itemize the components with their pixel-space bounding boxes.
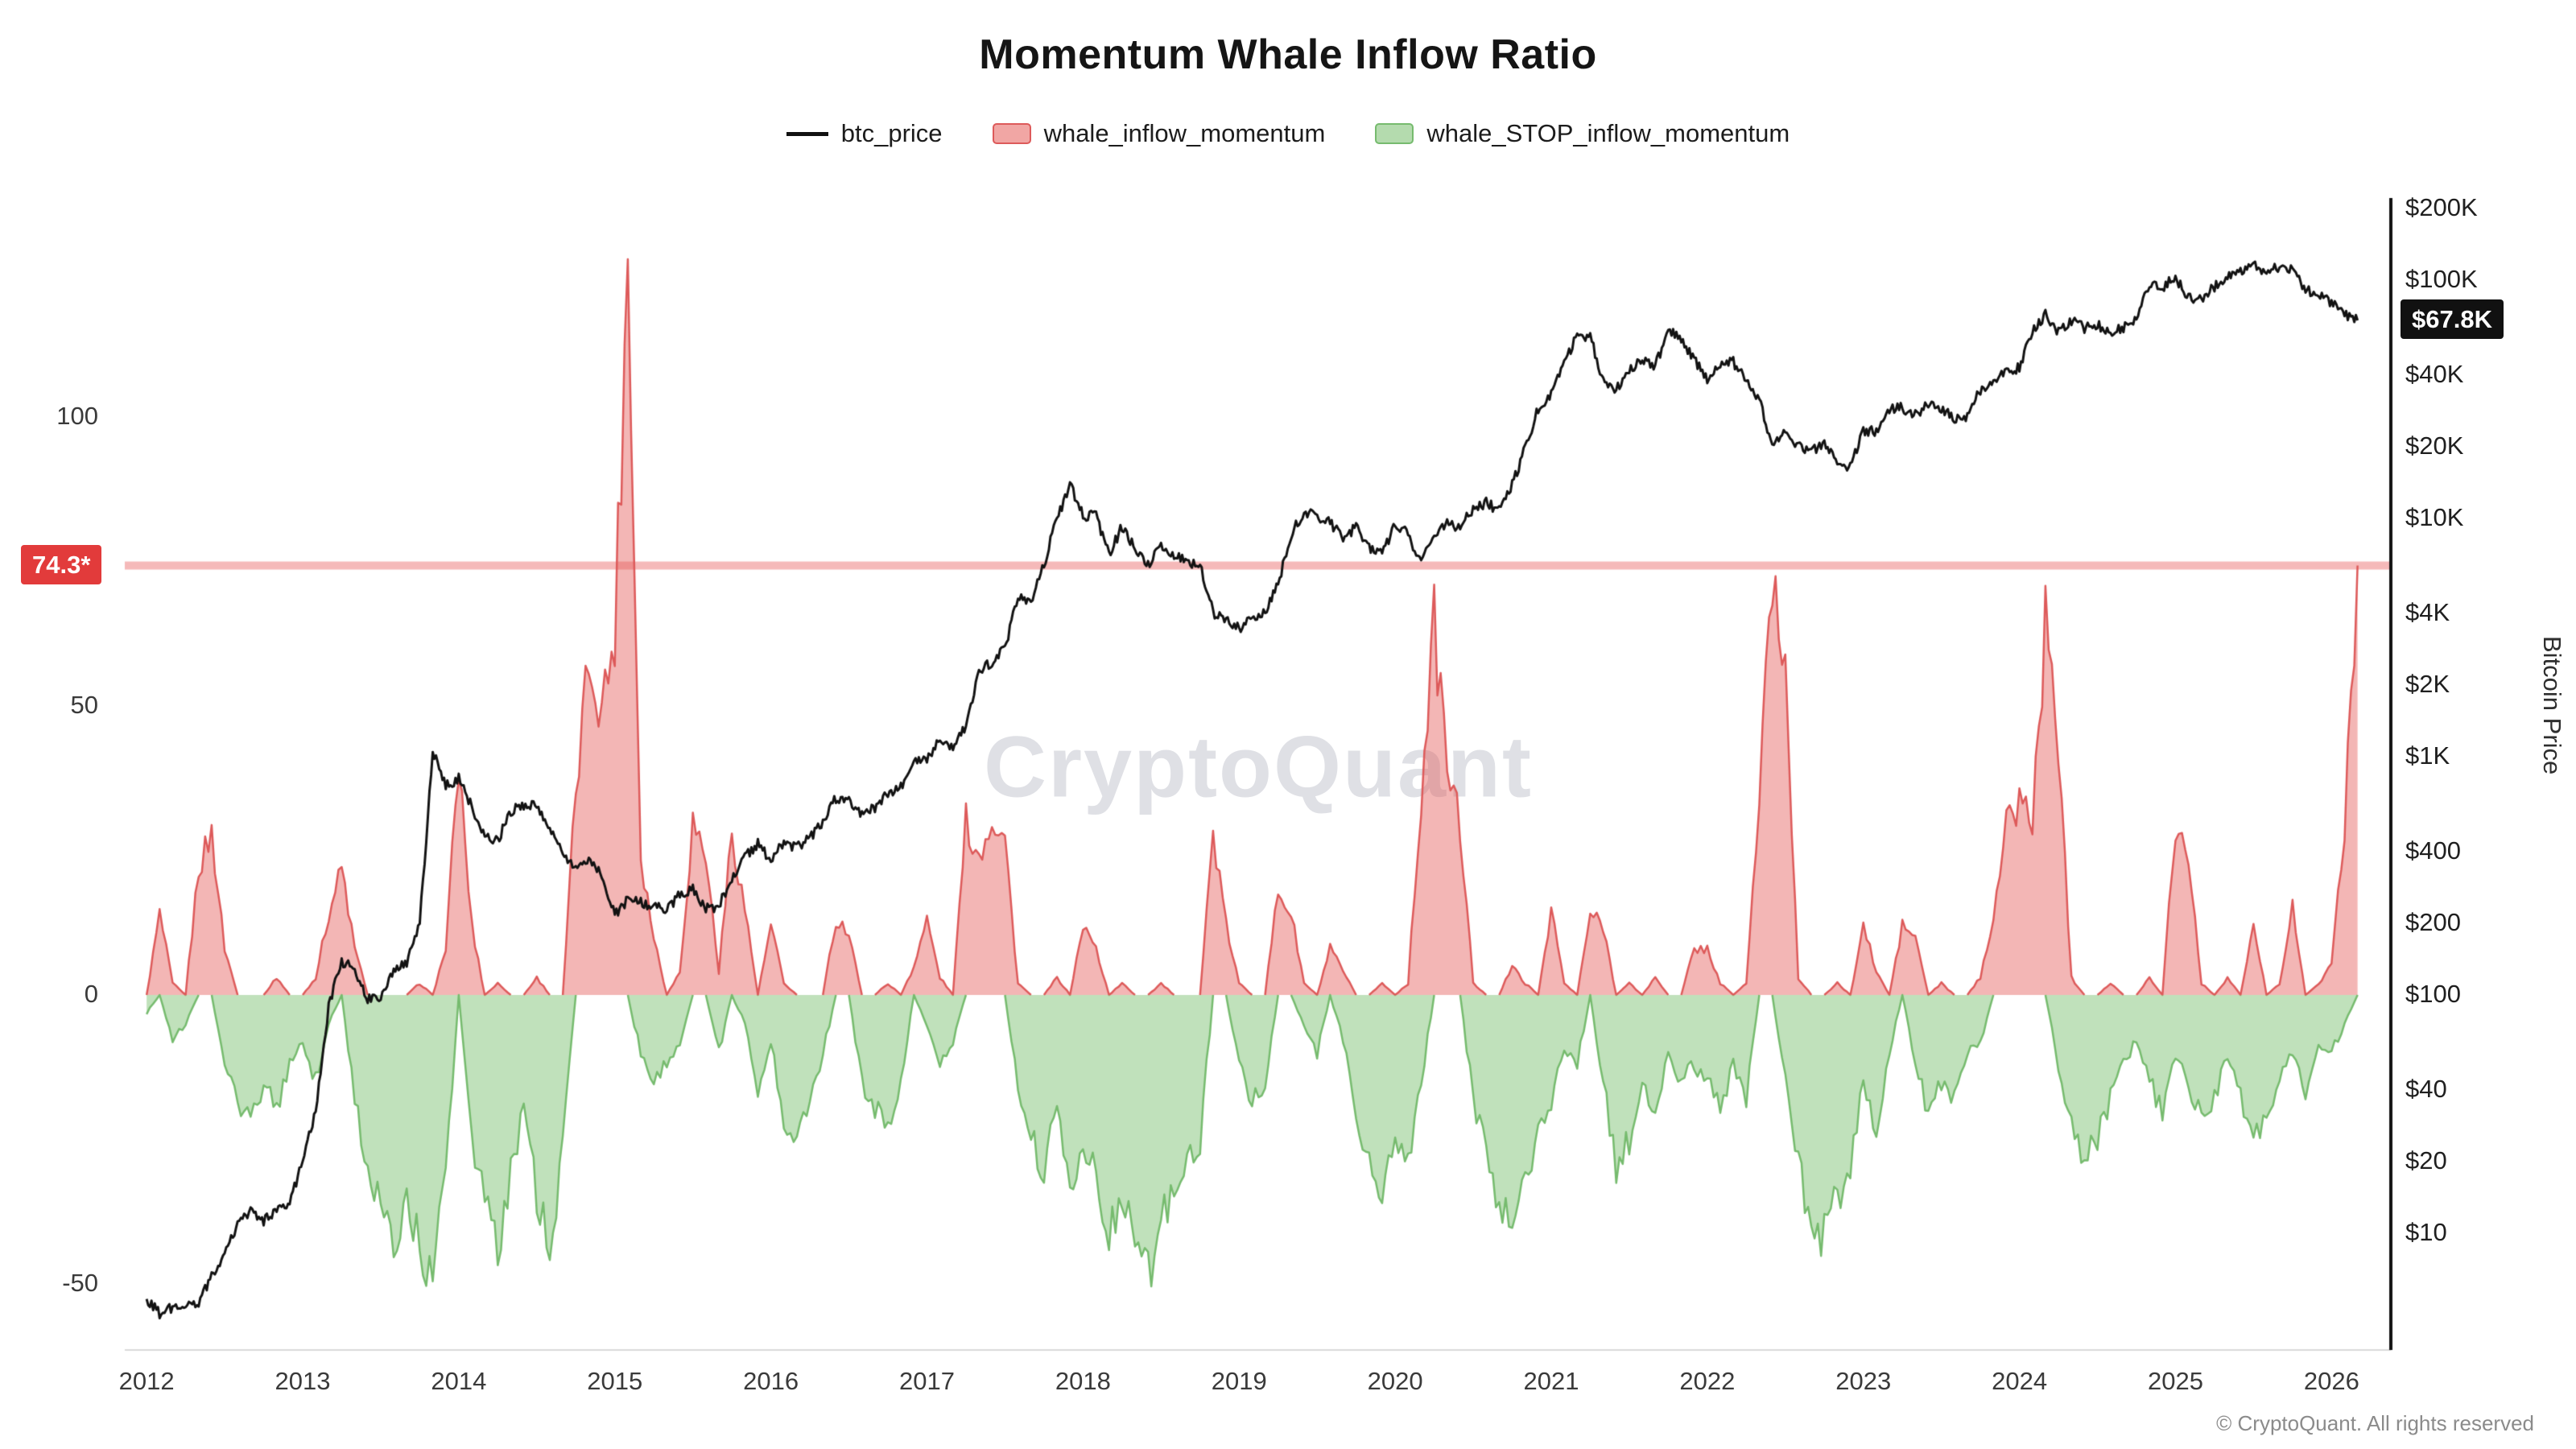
right-axis-title: Bitcoin Price (2538, 636, 2566, 775)
last-price-badge: $67.8K (2401, 299, 2504, 339)
momentum-value-badge: 74.3* (21, 544, 102, 584)
copyright-footer: © CryptoQuant. All rights reserved (2216, 1411, 2534, 1435)
